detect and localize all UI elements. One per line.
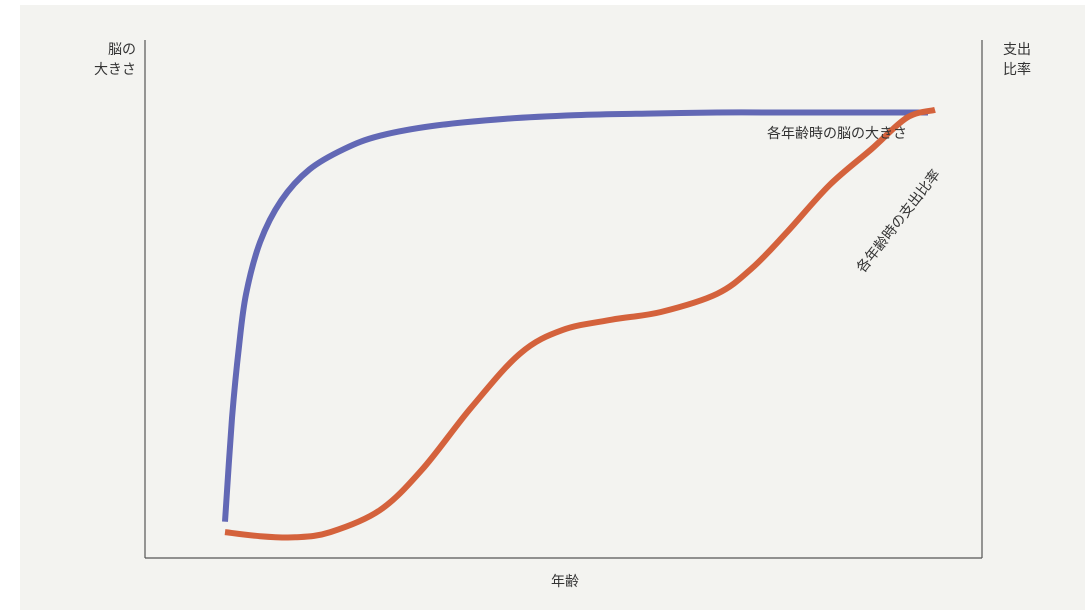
spending-ratio-line xyxy=(224,106,936,541)
y-axis-right-label: 支出 比率 xyxy=(1003,42,1031,78)
axes xyxy=(144,40,983,559)
y-axis-left-label: 脳の 大きさ xyxy=(94,42,136,78)
x-axis-label: 年齢 xyxy=(551,574,579,590)
chart-background xyxy=(20,5,1085,610)
brain-size-line xyxy=(222,109,928,522)
spending-ratio-series-label: 各年齢時の支出比率 xyxy=(853,166,944,276)
brain-size-series-label: 各年齢時の脳の大きさ xyxy=(767,126,907,142)
series-layer xyxy=(222,106,936,541)
